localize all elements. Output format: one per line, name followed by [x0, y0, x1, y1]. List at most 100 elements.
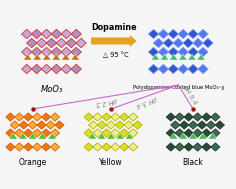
Polygon shape [148, 47, 159, 57]
Polygon shape [188, 47, 198, 57]
Polygon shape [102, 129, 111, 137]
Polygon shape [48, 133, 57, 139]
Polygon shape [6, 113, 15, 121]
Polygon shape [189, 133, 198, 139]
Polygon shape [10, 121, 20, 129]
Polygon shape [151, 54, 160, 60]
Polygon shape [41, 47, 52, 57]
Polygon shape [107, 133, 115, 139]
Text: Orange: Orange [19, 158, 47, 167]
Polygon shape [175, 129, 184, 137]
Polygon shape [24, 129, 33, 137]
Polygon shape [166, 143, 175, 151]
Polygon shape [46, 121, 55, 129]
Polygon shape [9, 133, 17, 139]
Polygon shape [36, 38, 47, 48]
Polygon shape [208, 133, 217, 139]
Polygon shape [168, 64, 178, 74]
Polygon shape [23, 54, 32, 60]
Polygon shape [111, 113, 120, 121]
Polygon shape [33, 54, 42, 60]
Polygon shape [93, 129, 102, 137]
Polygon shape [33, 113, 42, 121]
Polygon shape [37, 121, 46, 129]
Polygon shape [124, 121, 133, 129]
Polygon shape [184, 143, 193, 151]
Text: Yellow: Yellow [99, 158, 123, 167]
Polygon shape [129, 143, 138, 151]
Polygon shape [188, 64, 198, 74]
Polygon shape [24, 113, 33, 121]
Polygon shape [188, 29, 198, 39]
Polygon shape [168, 29, 178, 39]
Polygon shape [71, 54, 80, 60]
Polygon shape [202, 113, 211, 121]
Polygon shape [51, 47, 62, 57]
Polygon shape [41, 143, 51, 151]
Polygon shape [19, 121, 28, 129]
Polygon shape [52, 54, 61, 60]
Polygon shape [102, 143, 111, 151]
Polygon shape [171, 121, 180, 129]
Polygon shape [42, 54, 51, 60]
Polygon shape [178, 64, 188, 74]
Polygon shape [215, 121, 224, 129]
Polygon shape [178, 47, 188, 57]
Polygon shape [175, 143, 184, 151]
Polygon shape [206, 121, 215, 129]
Polygon shape [148, 29, 159, 39]
Polygon shape [31, 47, 42, 57]
Polygon shape [71, 47, 81, 57]
Polygon shape [120, 129, 129, 137]
Polygon shape [178, 29, 188, 39]
Polygon shape [21, 29, 32, 39]
Polygon shape [88, 121, 98, 129]
Polygon shape [46, 38, 57, 48]
Polygon shape [193, 113, 202, 121]
Text: Dopamine: Dopamine [91, 23, 137, 32]
Polygon shape [158, 47, 169, 57]
Polygon shape [168, 47, 178, 57]
Polygon shape [84, 129, 93, 137]
Polygon shape [203, 38, 213, 48]
Polygon shape [198, 133, 207, 139]
Polygon shape [179, 133, 188, 139]
Polygon shape [41, 29, 52, 39]
Polygon shape [71, 29, 81, 39]
Polygon shape [38, 133, 47, 139]
Polygon shape [21, 64, 32, 74]
Polygon shape [179, 54, 187, 60]
Polygon shape [184, 129, 193, 137]
Polygon shape [31, 64, 42, 74]
Polygon shape [175, 113, 184, 121]
Polygon shape [88, 133, 97, 139]
Text: pH 3.4: pH 3.4 [135, 95, 158, 108]
Polygon shape [193, 38, 203, 48]
Polygon shape [50, 113, 60, 121]
Polygon shape [198, 64, 208, 74]
Polygon shape [169, 133, 178, 139]
Polygon shape [166, 129, 175, 137]
Polygon shape [170, 54, 178, 60]
Polygon shape [51, 29, 62, 39]
Polygon shape [158, 29, 169, 39]
Polygon shape [180, 121, 189, 129]
Polygon shape [50, 129, 60, 137]
Polygon shape [28, 133, 37, 139]
Polygon shape [76, 38, 86, 48]
Polygon shape [111, 129, 120, 137]
Text: pH 9.4: pH 9.4 [181, 83, 198, 105]
Polygon shape [91, 35, 137, 47]
Polygon shape [33, 129, 42, 137]
Polygon shape [163, 38, 173, 48]
Polygon shape [193, 129, 202, 137]
Polygon shape [211, 113, 220, 121]
Polygon shape [197, 54, 205, 60]
Polygon shape [97, 121, 107, 129]
Polygon shape [102, 113, 111, 121]
Polygon shape [111, 143, 120, 151]
Polygon shape [6, 129, 15, 137]
Polygon shape [115, 121, 124, 129]
Polygon shape [125, 133, 134, 139]
Polygon shape [148, 64, 159, 74]
